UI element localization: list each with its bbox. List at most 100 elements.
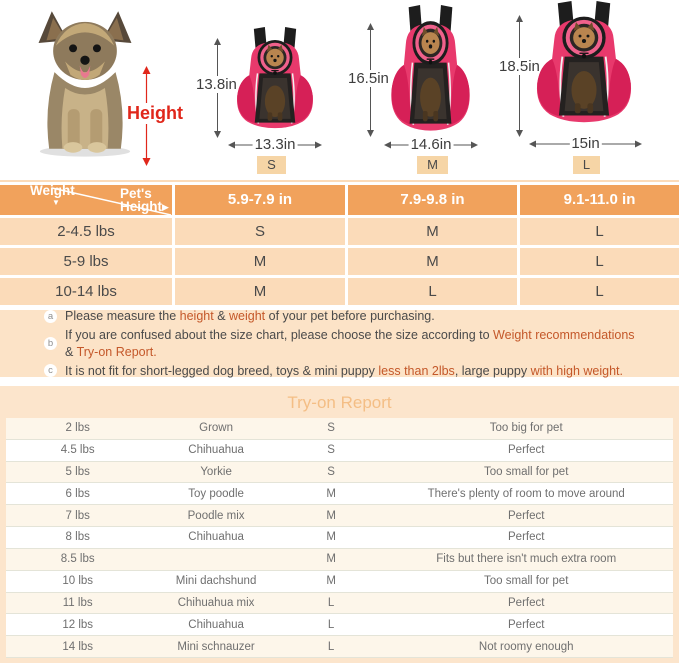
size-value-cell: L	[520, 278, 679, 305]
tryon-row: 8.5 lbs M Fits but there isn't much extr…	[6, 548, 673, 571]
tryon-weight-cell: 10 lbs	[62, 575, 94, 588]
tryon-section: Try-on Report 2 lbs Grown S Too big for …	[0, 386, 679, 663]
size-s-chip: S	[257, 156, 286, 174]
size-s-width-dimension-group: 13.3in	[228, 136, 322, 153]
tryon-row: 8 lbs Chihuahua M Perfect	[6, 527, 673, 549]
tryon-breed-cell: Chihuahua	[188, 444, 244, 457]
size-chart-col-header: 5.9-7.9 in	[175, 185, 345, 215]
note-c-badge: c	[44, 364, 57, 378]
size-s-width-dimension: 13.3in	[252, 136, 298, 153]
tryon-weight-cell: 4.5 lbs	[60, 444, 95, 457]
note-a: a Please measure the height & weight of …	[44, 308, 679, 324]
tryon-breed-cell: Chihuahua	[188, 618, 244, 631]
tryon-weight-cell: 6 lbs	[65, 487, 90, 500]
tryon-size-cell: L	[327, 596, 335, 609]
tryon-size-cell: S	[327, 422, 335, 435]
tryon-comment-cell: Too small for pet	[484, 575, 569, 588]
tryon-comment-cell: Perfect	[508, 444, 545, 457]
note-highlight: Try-on Report.	[76, 344, 157, 359]
note-text: &	[213, 309, 230, 323]
note-text: , large puppy	[454, 363, 531, 378]
tryon-comment-cell: Perfect	[508, 596, 545, 609]
tryon-breed-cell: Grown	[199, 422, 234, 435]
size-m-width-dimension: 14.6in	[408, 136, 454, 153]
note-text: It is not fit for short-legged dog breed…	[65, 363, 379, 378]
corner-weight-label: Weight	[30, 183, 75, 198]
note-b-badge: b	[44, 337, 57, 350]
size-l-chip: L	[573, 156, 600, 174]
tryon-row: 10 lbs Mini dachshund M Too small for pe…	[6, 570, 673, 593]
tryon-size-cell: M	[326, 531, 336, 544]
tryon-table: 2 lbs Grown S Too big for pet 4.5 lbs Ch…	[6, 418, 673, 658]
weight-range-cell: 5-9 lbs	[0, 248, 172, 275]
size-chart-row: 2-4.5 lbs S M L	[0, 218, 679, 245]
tryon-size-cell: M	[326, 553, 336, 566]
tryon-row: 6 lbs Toy poodle M There's plenty of roo…	[6, 483, 673, 506]
size-s-height-dimension: 13.8in	[194, 76, 239, 93]
dog-photo	[12, 6, 158, 158]
size-chart-corner-cell: Weight ▼ Pet's Height▶	[0, 183, 172, 215]
note-b: b If you are confused about the size cha…	[44, 327, 679, 360]
backpack-s-image	[229, 27, 321, 143]
size-value-cell: L	[520, 248, 679, 275]
tryon-size-cell: L	[327, 640, 335, 653]
note-text: If you are confused about the size chart…	[65, 328, 494, 343]
size-l-width-dimension-group: 15in	[529, 135, 642, 152]
tryon-comment-cell: Perfect	[508, 618, 545, 631]
note-b-text: If you are confused about the size chart…	[65, 327, 635, 360]
size-l-width-dimension: 15in	[569, 135, 602, 152]
note-highlight: less than 2lbs	[378, 363, 455, 378]
corner-pets-line1: Pet's	[120, 186, 152, 201]
tryon-breed-cell: Yorkie	[200, 466, 232, 479]
size-value-cell: M	[175, 248, 345, 275]
tryon-size-cell: M	[326, 487, 336, 500]
note-a-badge: a	[44, 309, 57, 323]
tryon-size-cell: S	[327, 444, 335, 457]
note-highlight: weight	[229, 309, 266, 323]
tryon-size-cell: M	[326, 509, 336, 522]
tryon-weight-cell: 14 lbs	[62, 640, 94, 653]
size-chart-col-header: 9.1-11.0 in	[520, 185, 679, 215]
size-chart-header-row: Weight ▼ Pet's Height▶ 5.9-7.9 in 7.9-9.8…	[0, 183, 679, 215]
height-right-arrow-icon: ▶	[162, 202, 169, 212]
note-c: c It is not fit for short-legged dog bre…	[44, 363, 679, 379]
size-value-cell: L	[520, 218, 679, 245]
note-c-text: It is not fit for short-legged dog breed…	[65, 363, 623, 379]
tryon-comment-cell: There's plenty of room to move around	[427, 487, 625, 500]
tryon-weight-cell: 8 lbs	[65, 531, 90, 544]
note-text: of your pet before purchasing.	[265, 309, 435, 323]
divider	[0, 180, 679, 182]
size-l-height-arrow-icon	[516, 15, 523, 137]
tryon-row: 7 lbs Poodle mix M Perfect	[6, 505, 673, 528]
tryon-row: 14 lbs Mini schnauzer L Not roomy enough	[6, 636, 673, 658]
tryon-breed-cell: Mini dachshund	[175, 575, 257, 588]
size-value-cell: M	[348, 248, 517, 275]
size-chart-col-header: 7.9-9.8 in	[348, 185, 517, 215]
size-value-cell: M	[348, 218, 517, 245]
tryon-breed-cell: Poodle mix	[187, 509, 245, 522]
weight-down-arrow-icon: ▼	[52, 198, 60, 207]
note-a-text: Please measure the height & weight of yo…	[65, 308, 435, 324]
size-value-cell: S	[175, 218, 345, 245]
tryon-row: 12 lbs Chihuahua L Perfect	[6, 614, 673, 637]
tryon-breed-cell: Chihuahua mix	[177, 596, 255, 609]
corner-diagonal-line	[51, 187, 172, 215]
size-chart-row: 5-9 lbs M M L	[0, 248, 679, 275]
size-chart-row: 10-14 lbs M L L	[0, 278, 679, 305]
height-label: Height	[125, 103, 185, 124]
tryon-title: Try-on Report	[287, 393, 392, 412]
tryon-breed-cell: Mini schnauzer	[177, 640, 255, 653]
tryon-breed-cell: Toy poodle	[188, 487, 244, 500]
note-highlight: height	[179, 309, 214, 323]
note-text: Please measure the	[65, 309, 180, 323]
tryon-comment-cell: Not roomy enough	[478, 640, 574, 653]
tryon-weight-cell: 2 lbs	[65, 422, 90, 435]
tryon-weight-cell: 7 lbs	[65, 509, 90, 522]
tryon-weight-cell: 11 lbs	[62, 596, 93, 609]
backpack-m-image	[383, 5, 478, 149]
tryon-row: 11 lbs Chihuahua mix L Perfect	[6, 592, 673, 615]
note-text: &	[65, 344, 77, 359]
size-value-cell: L	[348, 278, 517, 305]
size-m-height-dimension: 16.5in	[346, 70, 391, 87]
